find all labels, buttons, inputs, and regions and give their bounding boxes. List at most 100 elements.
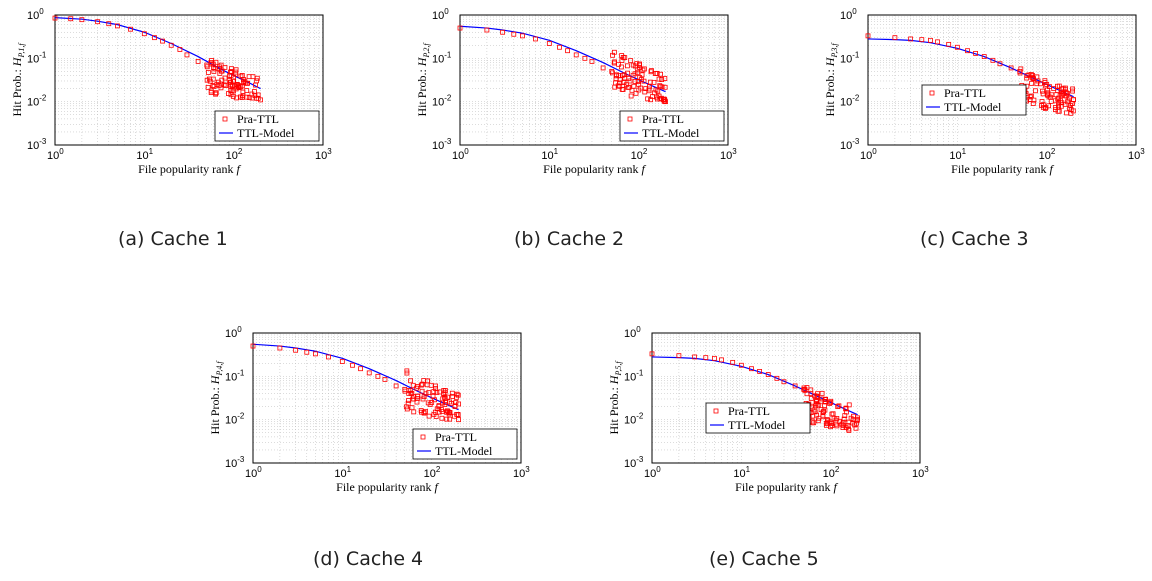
sim-point	[645, 96, 651, 102]
sim-point	[358, 366, 363, 372]
sim-point	[204, 64, 210, 70]
sim-point	[208, 88, 214, 94]
sim-point	[1039, 99, 1045, 104]
sim-point	[618, 64, 624, 70]
sim-point	[212, 66, 218, 72]
sim-point	[815, 402, 821, 408]
sim-point	[68, 16, 74, 22]
y-tick-label: 10-1	[624, 368, 644, 383]
sim-point	[427, 402, 433, 407]
y-tick-label: 100	[27, 7, 44, 22]
legend-marker-sim	[627, 116, 633, 122]
legend-label-sim: Pra-TTL	[944, 86, 986, 100]
x-tick-label: 103	[720, 147, 737, 162]
sim-point	[612, 84, 618, 90]
sim-point	[421, 410, 427, 415]
sim-point	[128, 26, 133, 32]
x-tick-label: 103	[912, 465, 929, 480]
sim-point	[222, 64, 228, 70]
grid	[867, 15, 1136, 146]
sim-point	[1032, 88, 1038, 94]
sim-point	[511, 31, 517, 37]
sim-point	[641, 78, 647, 84]
sim-point	[841, 416, 847, 422]
sim-point	[432, 397, 437, 403]
sim-point	[1024, 75, 1030, 81]
y-tick-label: 10-1	[27, 50, 47, 65]
y-tick-exponent: -2	[636, 412, 644, 421]
y-axis-label: Hit Prob.: HP,1,f	[10, 42, 26, 117]
sim-point	[634, 61, 640, 67]
chart-panel-1: 100 101 102 103 100 10-1 10-2 10-3 File populari…	[5, 5, 332, 185]
sim-point	[1065, 90, 1070, 96]
legend-marker-sim	[713, 408, 719, 414]
sim-point	[854, 418, 860, 423]
sim-point	[426, 390, 432, 396]
y-tick-label: 100	[432, 7, 449, 22]
sim-point	[411, 409, 417, 415]
sim-point	[232, 83, 238, 89]
plot-frame	[252, 332, 522, 464]
sim-point	[1055, 88, 1061, 93]
y-tick-exponent: -3	[852, 137, 860, 146]
sim-point	[1049, 92, 1055, 98]
sim-point	[313, 351, 318, 357]
sim-point	[813, 397, 819, 403]
x-tick-label: 100	[245, 465, 262, 480]
y-tick-label: 10-3	[225, 455, 245, 470]
sim-point	[95, 19, 101, 25]
x-tick-label: 100	[860, 147, 877, 162]
sim-point	[238, 73, 244, 79]
sim-point	[651, 79, 657, 85]
x-tick-label: 101	[541, 147, 558, 162]
sim-point	[853, 425, 859, 431]
x-tick-exponent: 2	[643, 147, 648, 156]
legend-label-sim: Pra-TTL	[642, 112, 684, 126]
y-tick-label: 10-3	[840, 137, 860, 152]
sim-point	[436, 403, 442, 408]
sim-point	[628, 58, 634, 64]
x-axis-variable: f	[434, 480, 439, 494]
chart-panel-4: 100 101 102 103 100 10-1 10-2 10-3 File populari…	[203, 323, 530, 503]
y-tick-exponent: -2	[852, 94, 860, 103]
x-tick-exponent: 3	[732, 147, 737, 156]
sim-point	[205, 84, 211, 90]
sim-point	[1070, 108, 1076, 114]
y-tick-exponent: -1	[237, 368, 245, 377]
sim-point	[500, 29, 506, 35]
x-axis-label: File popularity rank f	[543, 162, 646, 176]
sim-point	[846, 419, 852, 425]
sim-point	[1031, 97, 1037, 103]
sim-point	[648, 97, 654, 103]
sim-point	[589, 58, 595, 64]
legend-label-model: TTL-Model	[642, 126, 700, 140]
y-axis-label: Hit Prob.: HP,5,f	[607, 360, 623, 435]
sim-point	[253, 82, 258, 88]
plot-frame	[54, 14, 324, 146]
chart-panel-5: 100 101 102 103 100 10-1 10-2 10-3 File populari…	[602, 323, 929, 503]
sim-point	[223, 83, 229, 88]
sim-point	[1058, 92, 1064, 98]
y-tick-exponent: -1	[636, 368, 644, 377]
sim-series	[649, 351, 860, 433]
sim-point	[250, 74, 256, 80]
sim-series	[457, 25, 668, 105]
sim-point	[981, 54, 987, 59]
sim-point	[210, 61, 216, 67]
sim-point	[440, 396, 446, 402]
sim-point	[613, 80, 619, 86]
sim-point	[815, 391, 820, 397]
sim-point	[662, 84, 668, 90]
sim-point	[629, 87, 635, 93]
y-tick-exponent: -2	[444, 94, 452, 103]
sim-point	[609, 68, 615, 74]
legend-marker-sim	[929, 90, 935, 96]
sim-point	[565, 48, 570, 54]
x-tick-exponent: 0	[656, 465, 661, 474]
sim-point	[908, 36, 914, 42]
